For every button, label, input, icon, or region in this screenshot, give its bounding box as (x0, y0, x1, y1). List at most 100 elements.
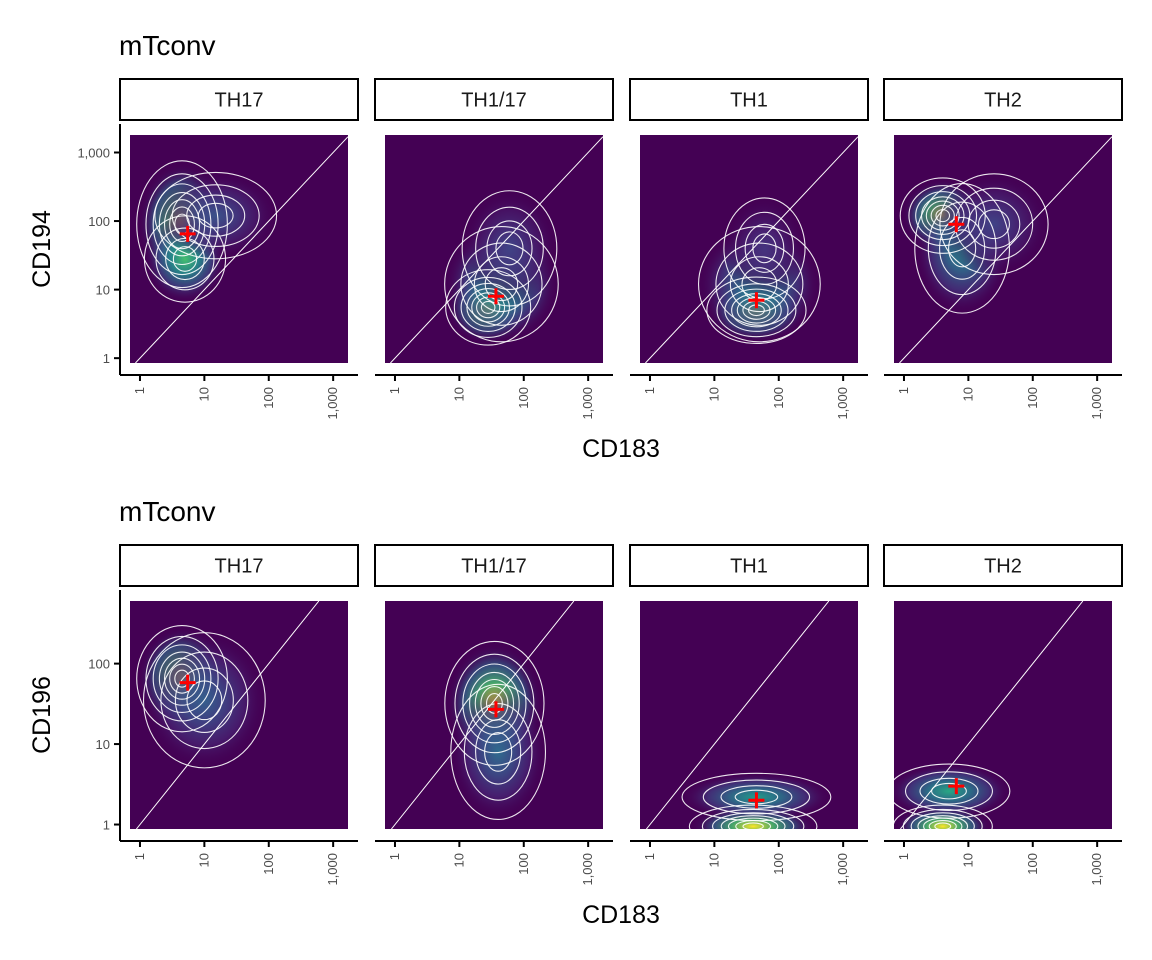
x-tick-label: 1,000 (325, 387, 340, 420)
x-tick-label: 100 (516, 853, 531, 875)
x-tick-label: 1 (642, 853, 657, 860)
facet-strip (629, 544, 869, 587)
x-tick-label: 1,000 (1089, 853, 1104, 886)
x-tick-label: 100 (516, 387, 531, 409)
density-contour (473, 256, 530, 313)
density-contour (688, 804, 818, 829)
density-layer (390, 136, 603, 363)
x-tick-label: 100 (1025, 853, 1040, 875)
x-tick-label: 1,000 (325, 853, 340, 886)
density-contour (734, 211, 795, 285)
x-tick-label: 10 (196, 387, 211, 401)
y-tick-label: 10 (96, 737, 110, 752)
facet-label: TH1 (730, 90, 768, 112)
density-contour (158, 651, 206, 706)
facet-th1: TH1 1 10 100 1,000 (629, 544, 869, 886)
density-contour (967, 199, 1021, 249)
x-tick-label: 1,000 (835, 387, 850, 420)
density-layer (645, 136, 858, 363)
x-tick-label: 10 (451, 853, 466, 867)
x-tick-label: 100 (771, 387, 786, 409)
density-contour (143, 215, 227, 303)
facet-strip (119, 544, 359, 587)
facet-strip (374, 544, 614, 587)
facet-strip (629, 78, 869, 121)
density-contour (899, 177, 986, 254)
density-contour (495, 231, 524, 266)
density-contour (702, 779, 811, 815)
density-contour (744, 223, 785, 273)
y-tick-label: 1 (103, 351, 110, 366)
density-contour (145, 173, 219, 276)
diagonal-line (645, 136, 858, 363)
y-tick-label: 10 (96, 283, 110, 298)
x-tick-label: 100 (1025, 387, 1040, 409)
density-layer (899, 136, 1112, 363)
density-contour (475, 206, 544, 291)
facet-strip (883, 78, 1123, 121)
density-contour (454, 653, 535, 754)
density-contour (152, 644, 212, 714)
facet-label: TH2 (984, 556, 1022, 578)
density-contour (484, 267, 519, 302)
density-contour (197, 202, 234, 229)
facet-strip (119, 78, 359, 121)
density-contour (169, 663, 195, 694)
density-contour (174, 669, 190, 688)
facet-strip (374, 78, 614, 121)
x-tick-label: 100 (261, 853, 276, 875)
density-contour (154, 171, 278, 260)
density-contour (186, 680, 223, 721)
x-tick-label: 1 (132, 853, 147, 860)
chart-title: mTconv (119, 496, 215, 527)
density-contour (931, 782, 967, 800)
x-tick-label: 1,000 (580, 853, 595, 886)
density-contour (163, 199, 201, 250)
density-contour (928, 819, 957, 829)
density-contour (712, 812, 795, 829)
facet-th1-17: TH1/17 1 10 100 1,000 (374, 78, 614, 420)
density-contour (444, 226, 559, 343)
y-tick-label: 100 (88, 214, 110, 229)
facet-label: TH1/17 (461, 90, 527, 112)
density-contour (723, 197, 806, 300)
facet-th1-17: TH1/17 1 10 100 1,000 (374, 544, 614, 886)
density-contour (186, 194, 246, 237)
density-contour (480, 300, 496, 314)
density-contour (460, 242, 543, 326)
x-tick-label: 10 (706, 853, 721, 867)
x-tick-label: 1 (642, 387, 657, 394)
density-contour (469, 671, 520, 735)
x-tick-label: 1,000 (835, 853, 850, 886)
density-contour (484, 732, 513, 772)
facet-th17: TH17 1 10 100 1,000 1 10 100 (88, 544, 359, 886)
density-layer (136, 601, 320, 829)
x-tick-label: 100 (261, 387, 276, 409)
density-contour (160, 651, 249, 750)
diagonal-line (390, 136, 603, 363)
chart-block-1: mTconv TH17 1 10 100 1,000 1 10 100 1,000 TH1/17 1 1… (28, 30, 1123, 463)
density-contour (910, 812, 975, 829)
y-axis-title: CD194 (28, 210, 56, 288)
density-contour (939, 216, 986, 280)
y-tick-label: 1 (103, 818, 110, 833)
density-contour (462, 663, 527, 744)
density-contour (169, 206, 195, 243)
density-contour (977, 209, 1011, 240)
density-contour (925, 200, 960, 231)
x-tick-label: 10 (706, 387, 721, 401)
density-contour (715, 242, 804, 326)
facet-th1: TH1 1 10 100 1,000 (629, 78, 869, 420)
density-contour (939, 173, 1049, 276)
density-layer (391, 601, 575, 829)
density-contour (466, 288, 510, 327)
x-tick-label: 1 (387, 853, 402, 860)
density-contour (917, 815, 969, 829)
y-tick-label: 1,000 (77, 145, 110, 160)
density-contour (908, 185, 978, 247)
x-axis-title: CD183 (582, 435, 660, 463)
x-tick-label: 1 (387, 387, 402, 394)
density-contour (727, 817, 779, 829)
diagonal-line (899, 136, 1112, 363)
